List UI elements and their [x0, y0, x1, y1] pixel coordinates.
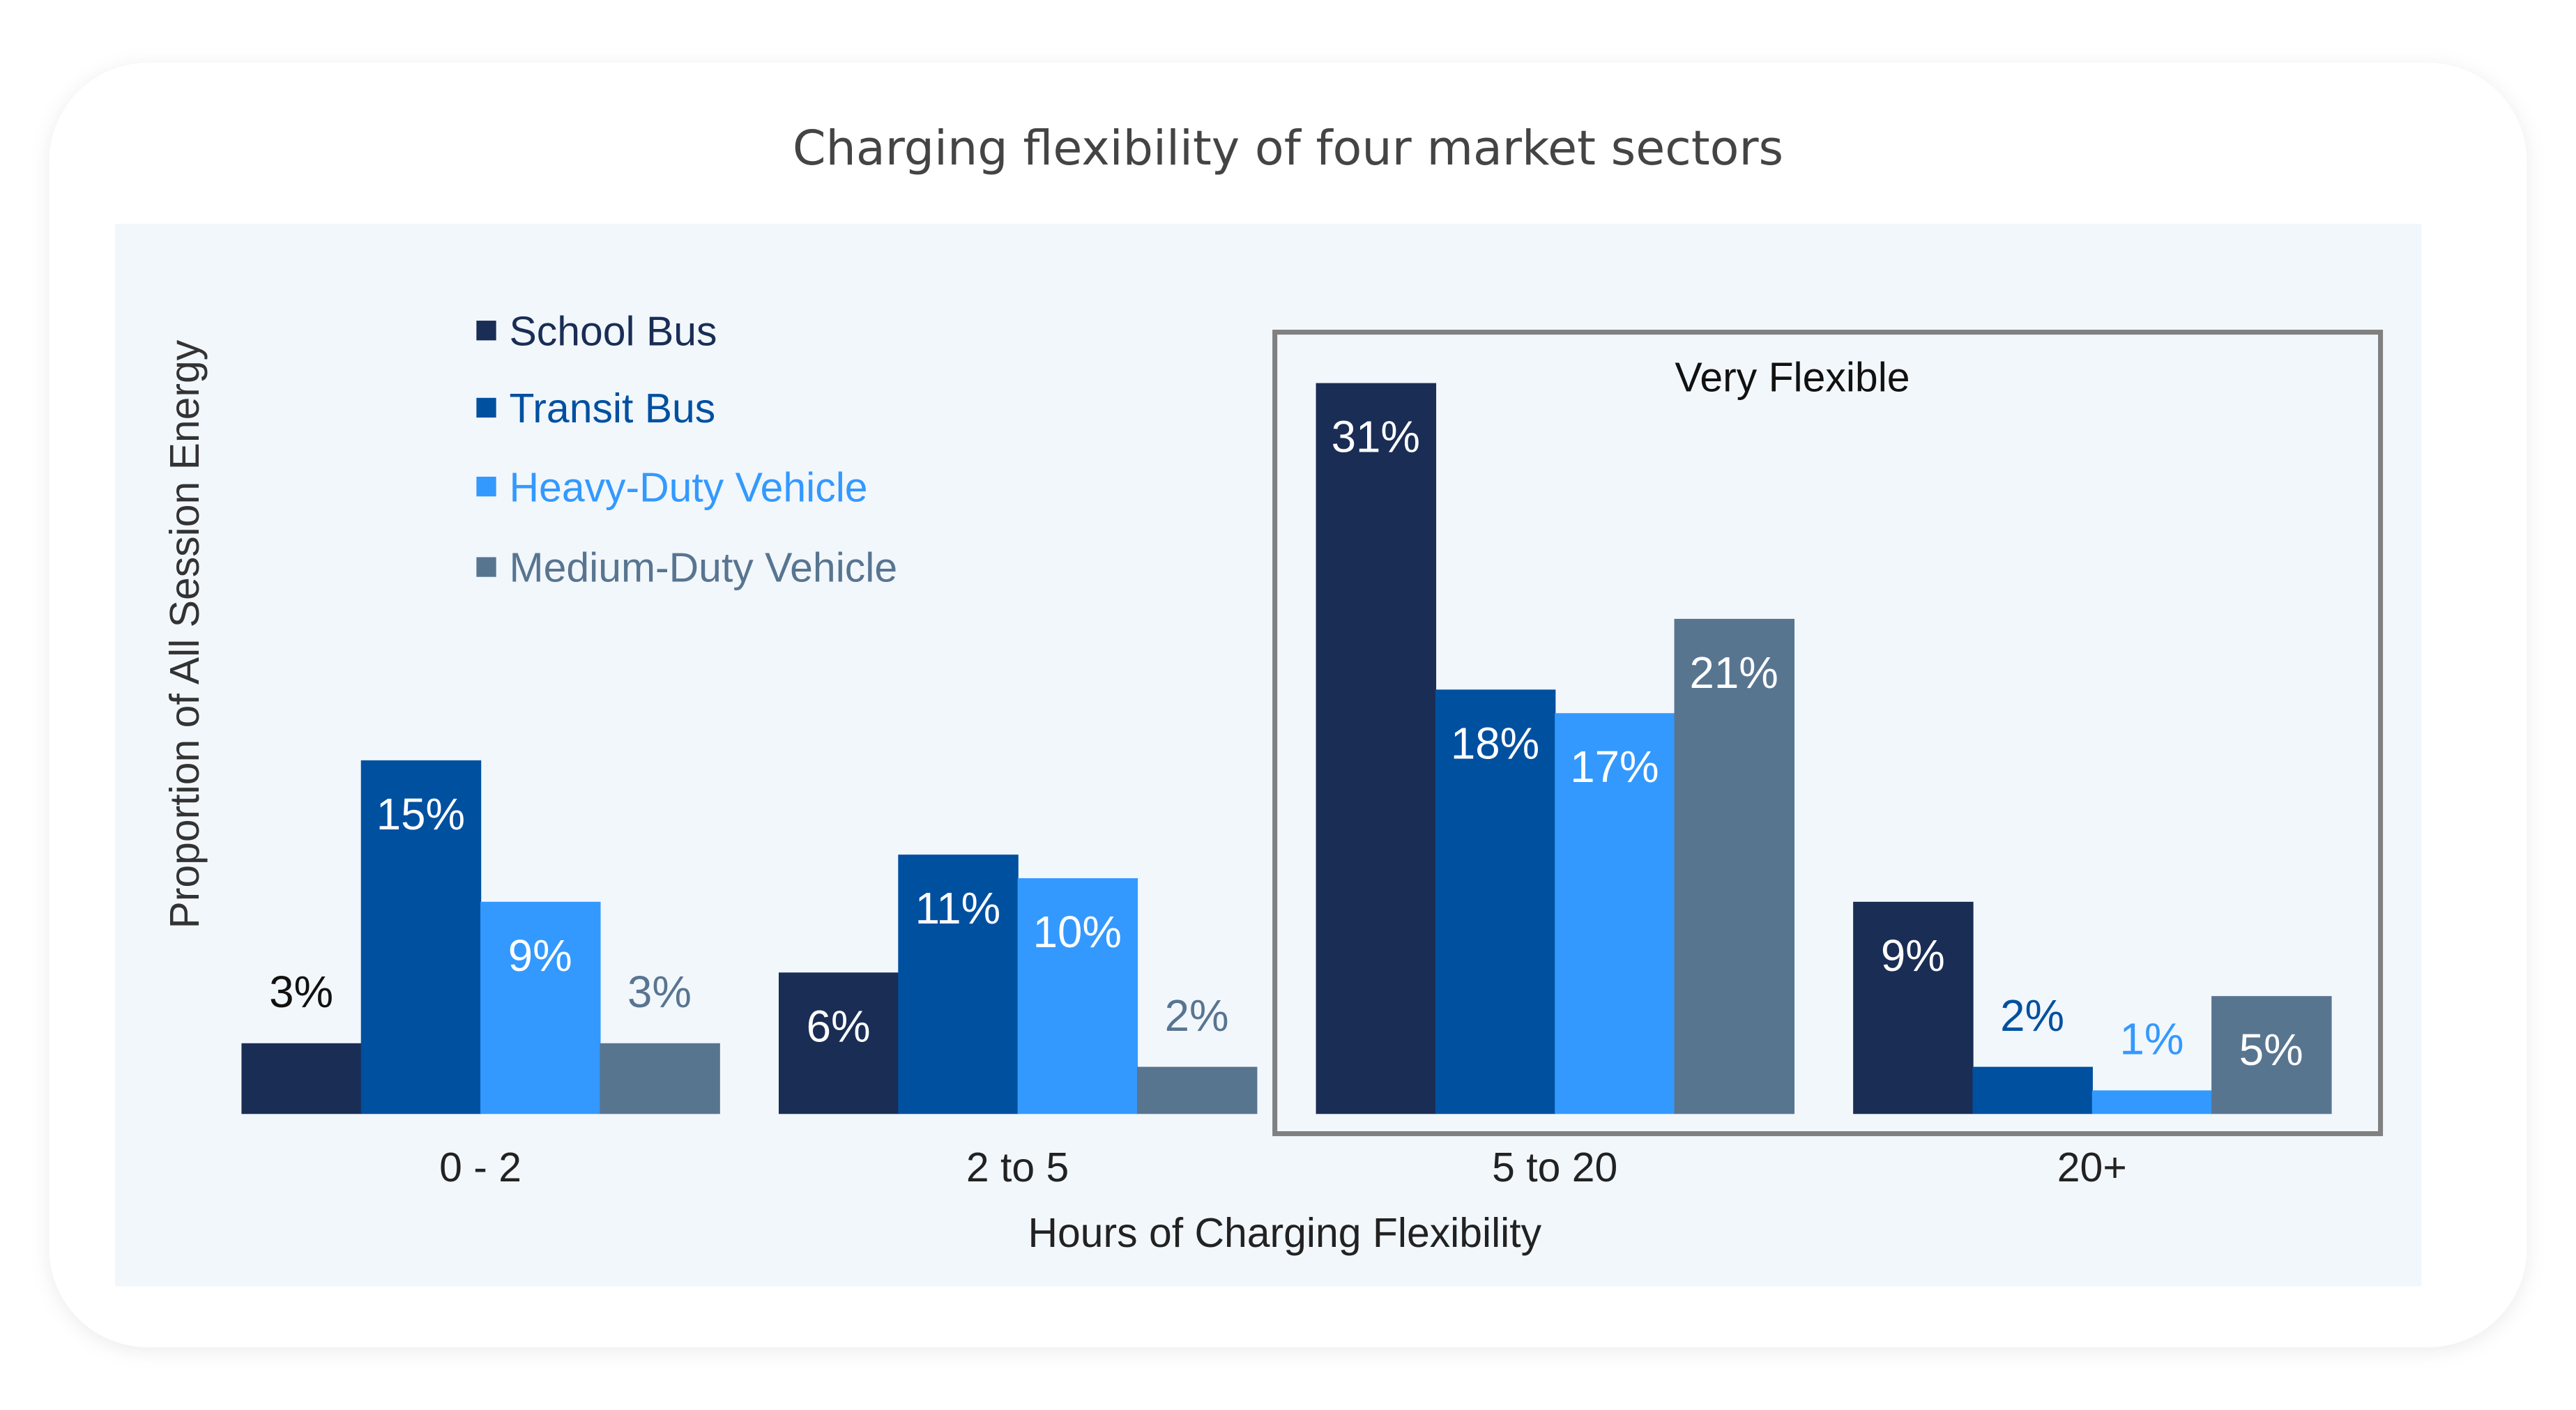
legend-entry: School Bus	[510, 309, 717, 354]
chart-title: Charging flexibility of four market sect…	[793, 121, 1783, 176]
bar	[1017, 878, 1138, 1114]
x-axis-label: Hours of Charging Flexibility	[1028, 1211, 1541, 1256]
y-axis-label: Proportion of All Session Energy	[162, 339, 208, 928]
legend: School Bus Transit Bus Heavy-Duty Vehicle M…	[476, 309, 898, 591]
x-tick-label: 0 - 2	[439, 1145, 521, 1190]
data-label: 2%	[2000, 991, 2064, 1041]
bar	[600, 1043, 720, 1114]
bar	[2211, 996, 2332, 1114]
data-label: 9%	[1881, 931, 1945, 981]
data-label: 11%	[915, 884, 1001, 933]
bar	[1555, 713, 1675, 1114]
x-tick-label: 5 to 20	[1492, 1145, 1617, 1190]
bar	[898, 855, 1019, 1114]
legend-swatch	[476, 476, 496, 497]
legend-swatch	[476, 397, 496, 418]
very-flexible-box	[1272, 330, 2384, 1137]
legend-entry: Transit Bus	[510, 386, 716, 431]
data-label: 3%	[269, 967, 333, 1017]
data-label: 15%	[376, 790, 465, 839]
bar	[1136, 1066, 1258, 1114]
data-label: 17%	[1570, 742, 1659, 792]
bar	[1674, 618, 1795, 1114]
data-label: 2%	[1165, 991, 1229, 1041]
bar	[778, 972, 899, 1114]
legend-swatch	[476, 321, 496, 341]
bar	[2091, 1090, 2213, 1114]
plot-area	[114, 224, 2422, 1287]
legend-swatch	[476, 557, 496, 577]
data-label: 10%	[1033, 907, 1122, 957]
data-label: 9%	[508, 931, 572, 981]
bar	[1435, 689, 1556, 1114]
data-label: 31%	[1332, 413, 1420, 462]
bar	[1853, 901, 1974, 1114]
data-label: 3%	[627, 967, 692, 1017]
legend-entry: Medium-Duty Vehicle	[510, 546, 898, 591]
bar	[360, 760, 482, 1114]
legend-entry: Heavy-Duty Vehicle	[510, 465, 868, 510]
x-tick-label: 2 to 5	[966, 1145, 1069, 1190]
bar	[480, 901, 601, 1114]
bar	[1316, 383, 1437, 1114]
data-label: 18%	[1451, 719, 1539, 768]
data-label: 6%	[807, 1002, 871, 1051]
x-tick-label: 20+	[2057, 1145, 2127, 1190]
data-label: 5%	[2239, 1025, 2303, 1075]
bar	[1972, 1066, 2093, 1114]
data-label: 1%	[2119, 1015, 2183, 1064]
very-flexible-label: Very Flexible	[1675, 355, 1910, 400]
data-label: 21%	[1690, 648, 1778, 698]
bar	[241, 1043, 362, 1114]
